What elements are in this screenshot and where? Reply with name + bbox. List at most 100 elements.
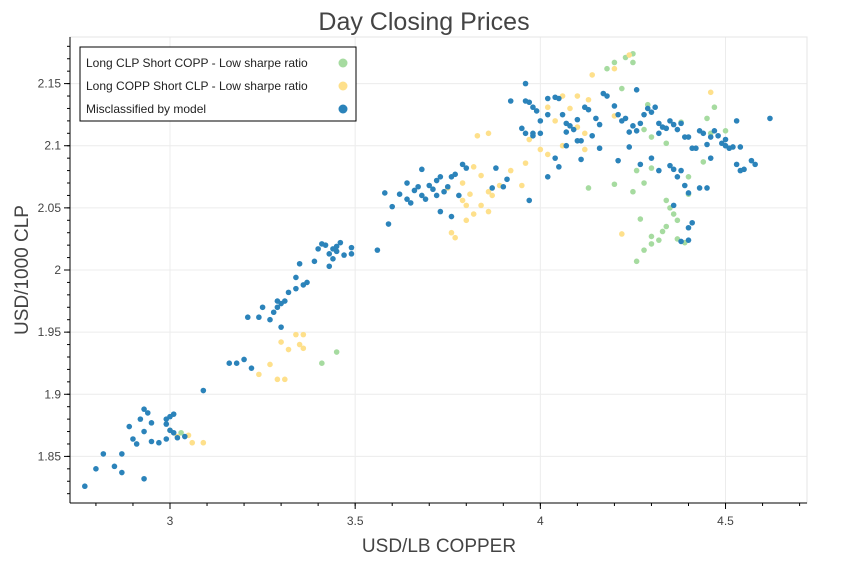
scatter-point [459,197,466,204]
scatter-point [141,428,147,435]
legend-marker [338,81,348,91]
scatter-point [111,463,118,470]
scatter-point [648,155,655,161]
scatter-point [415,183,421,190]
scatter-point [322,242,329,248]
scatter-point [674,126,681,133]
scatter-point [544,104,551,111]
scatter-point [596,121,603,128]
scatter-point [244,314,251,321]
scatter-point [574,116,581,123]
scatter-point [404,196,410,202]
scatter-point [537,118,544,124]
scatter-point [767,115,773,122]
scatter-point [670,202,677,209]
scatter-point [259,304,266,311]
scatter-point [667,118,673,124]
scatter-point [615,111,621,118]
scatter-point [633,258,640,265]
scatter-point [326,251,333,257]
scatter-point [507,167,514,174]
scatter-point [456,192,462,199]
scatter-point [693,145,699,152]
scatter-point [730,144,736,150]
scatter-point [293,274,299,281]
scatter-point [670,211,677,217]
y-tick-label: 2.15 [38,77,62,91]
scatter-point [474,132,481,139]
scatter-point [619,231,625,237]
scatter-point [452,171,458,178]
scatter-point [333,248,340,255]
scatter-point [622,115,629,122]
scatter-point [722,136,729,143]
scatter-point [644,105,651,112]
scatter-point [444,183,451,190]
scatter-point [119,451,125,457]
scatter-point [293,331,299,338]
scatter-point [589,72,595,78]
scatter-point [663,125,670,132]
scatter-point [426,182,433,189]
scatter-point [274,304,281,311]
scatter-point [552,118,558,124]
scatter-point [437,208,444,215]
scatter-point [200,387,207,394]
axes: 3 3.5 4 4.5 1.85 1.9 1.95 2 2.05 2.1 2.15 [38,37,807,528]
scatter-point [452,234,458,241]
scatter-point [559,111,566,118]
scatter-point [656,237,662,243]
scatter-point [389,203,396,210]
y-tick-label: 2 [54,263,61,277]
y-tick-label: 1.95 [38,325,62,339]
scatter-point [530,132,536,139]
scatter-point [748,157,755,164]
scatter-point [544,111,551,118]
scatter-point [285,346,292,353]
scatter-point [485,130,492,137]
x-tick-label: 4 [537,514,544,528]
scatter-point [141,406,147,412]
scatter-point [493,165,499,171]
scatter-point [663,197,670,204]
scatter-point [448,213,455,220]
scatter-point [282,376,288,383]
scatter-point [241,356,247,363]
scatter-point [567,105,573,112]
scatter-point [315,246,321,252]
scatter-point [407,200,414,206]
scatter-point [341,252,347,258]
scatter-point [526,136,533,143]
scatter-point [267,361,273,368]
scatter-point [619,85,625,92]
scatter-point [722,142,729,149]
scatter-point [133,441,140,447]
y-tick-label: 1.85 [38,449,62,463]
scatter-point [463,202,470,209]
scatter-point [604,65,610,72]
scatter-point [507,98,514,104]
scatter-point [685,237,692,243]
scatter-point [319,360,325,367]
scatter-point [489,192,496,199]
scatter-point [663,223,670,230]
scatter-point [278,339,284,345]
scatter-point [100,451,107,457]
scatter-point [519,125,525,132]
legend-label: Long CLP Short COPP - Low sharpe ratio [86,56,308,70]
scatter-point [256,371,262,378]
scatter-point [674,174,681,180]
x-tick-label: 3 [167,514,174,528]
scatter-point [630,123,636,129]
scatter-point [715,132,721,139]
scatter-point [500,183,507,190]
legend-marker [338,58,348,68]
scatter-point [522,80,529,87]
scatter-point [741,166,747,173]
scatter-point [711,104,718,111]
scatter-point [633,87,640,93]
scatter-point [156,439,162,446]
scatter-point [648,165,655,171]
chart-title: Day Closing Prices [318,8,529,36]
scatter-point [226,360,233,367]
